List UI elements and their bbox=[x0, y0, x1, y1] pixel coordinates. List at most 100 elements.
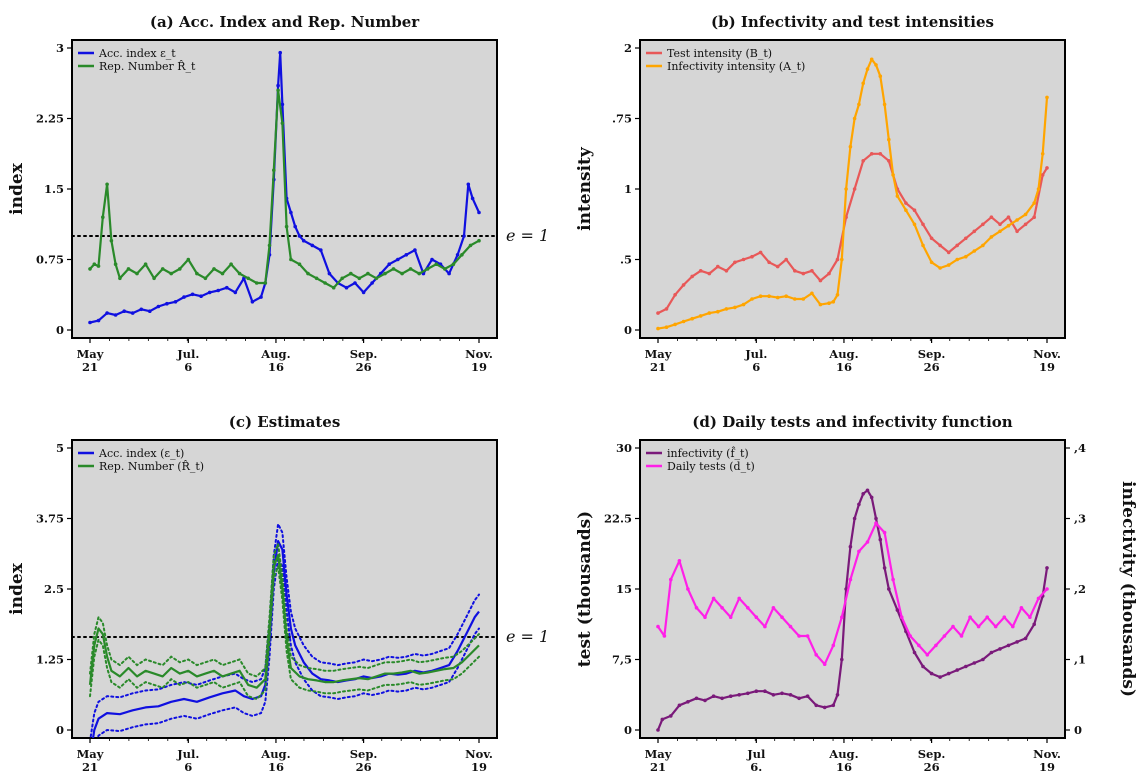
data-point bbox=[737, 693, 741, 697]
chart-title: (a) Acc. Index and Rep. Number bbox=[150, 13, 420, 31]
data-point bbox=[780, 691, 784, 696]
data-point bbox=[462, 234, 466, 238]
data-point bbox=[968, 615, 972, 619]
data-point bbox=[912, 650, 917, 655]
data-point bbox=[139, 307, 144, 312]
data-point bbox=[1015, 229, 1019, 234]
data-point bbox=[840, 257, 844, 262]
data-point bbox=[357, 276, 362, 281]
data-point bbox=[1032, 201, 1036, 205]
data-point bbox=[959, 634, 964, 638]
data-point bbox=[126, 267, 131, 271]
data-point bbox=[195, 271, 199, 276]
data-point bbox=[857, 102, 861, 107]
data-point bbox=[912, 208, 917, 212]
data-point bbox=[694, 696, 699, 701]
data-point bbox=[741, 302, 746, 307]
data-point bbox=[1045, 95, 1049, 100]
y-axis-label: index bbox=[7, 562, 27, 615]
y-tick-label: 0 bbox=[56, 723, 64, 737]
data-point bbox=[852, 516, 857, 521]
data-point bbox=[993, 624, 998, 629]
data-point bbox=[1028, 615, 1032, 619]
data-point bbox=[835, 693, 840, 697]
data-point bbox=[805, 634, 810, 638]
data-point bbox=[711, 694, 716, 698]
x-tick-label: 26 bbox=[924, 360, 940, 374]
data-point bbox=[887, 159, 891, 163]
data-point bbox=[349, 271, 353, 276]
data-point bbox=[989, 650, 994, 655]
data-point bbox=[272, 168, 276, 172]
data-point bbox=[297, 262, 302, 267]
data-point bbox=[831, 643, 836, 648]
data-point bbox=[677, 703, 682, 708]
data-point bbox=[96, 318, 101, 323]
data-point bbox=[143, 262, 148, 267]
y-axis-label: test (thousands) bbox=[575, 511, 595, 667]
series-upper-band bbox=[89, 520, 480, 738]
x-tick-label: May bbox=[77, 747, 104, 761]
data-point bbox=[865, 67, 870, 71]
y-axis-label: index bbox=[7, 162, 27, 215]
legend-entry: Infectivity intensity (A_t) bbox=[667, 60, 805, 73]
data-point bbox=[707, 311, 712, 315]
data-point bbox=[848, 144, 853, 149]
data-point bbox=[477, 210, 481, 215]
x-tick-label: 16 bbox=[836, 760, 852, 774]
data-point bbox=[289, 210, 293, 215]
data-point bbox=[750, 297, 754, 301]
data-point bbox=[793, 297, 797, 301]
data-point bbox=[887, 587, 891, 591]
data-point bbox=[887, 137, 891, 142]
data-point bbox=[1015, 640, 1019, 644]
y-tick-label: 2.25 bbox=[36, 112, 64, 126]
data-point bbox=[720, 606, 724, 610]
data-point bbox=[451, 262, 456, 267]
data-point bbox=[673, 293, 677, 297]
legend: Test intensity (B_t)Infectivity intensit… bbox=[646, 47, 805, 73]
data-point bbox=[874, 521, 878, 525]
x-tick-label: 6. bbox=[750, 760, 762, 774]
data-point bbox=[289, 257, 293, 262]
data-point bbox=[724, 269, 729, 273]
data-point bbox=[690, 316, 694, 321]
data-point bbox=[848, 577, 853, 582]
data-point bbox=[656, 728, 660, 732]
data-point bbox=[1023, 212, 1028, 217]
data-point bbox=[921, 664, 925, 669]
data-point bbox=[810, 269, 814, 273]
y-tick-label: 3 bbox=[56, 41, 64, 55]
data-point bbox=[327, 271, 332, 276]
x-tick-label: 21 bbox=[650, 760, 666, 774]
data-point bbox=[113, 262, 118, 267]
x-tick-label: 19 bbox=[471, 360, 487, 374]
data-point bbox=[946, 250, 951, 255]
data-point bbox=[972, 229, 977, 234]
legend-entry: Daily tests (d_t) bbox=[667, 460, 755, 473]
data-point bbox=[169, 271, 173, 276]
data-point bbox=[861, 159, 865, 163]
data-point bbox=[156, 304, 161, 309]
data-point bbox=[818, 278, 823, 283]
data-point bbox=[344, 285, 349, 290]
data-point bbox=[946, 671, 951, 676]
data-point bbox=[835, 293, 840, 297]
y-tick-label: 7,5 bbox=[612, 653, 632, 667]
data-point bbox=[434, 262, 439, 267]
chart-title: (c) Estimates bbox=[229, 413, 341, 431]
data-point bbox=[904, 208, 908, 212]
data-point bbox=[827, 301, 831, 306]
data-point bbox=[1011, 624, 1015, 629]
data-point bbox=[840, 615, 844, 619]
data-point bbox=[921, 243, 925, 248]
data-point bbox=[1032, 622, 1036, 627]
data-point bbox=[767, 260, 771, 265]
data-point bbox=[857, 502, 861, 507]
data-point bbox=[152, 276, 156, 281]
data-point bbox=[908, 634, 912, 638]
data-point bbox=[934, 643, 938, 648]
y-tick-label: 1.5 bbox=[44, 182, 64, 196]
data-point bbox=[771, 606, 776, 610]
data-point bbox=[989, 235, 994, 239]
